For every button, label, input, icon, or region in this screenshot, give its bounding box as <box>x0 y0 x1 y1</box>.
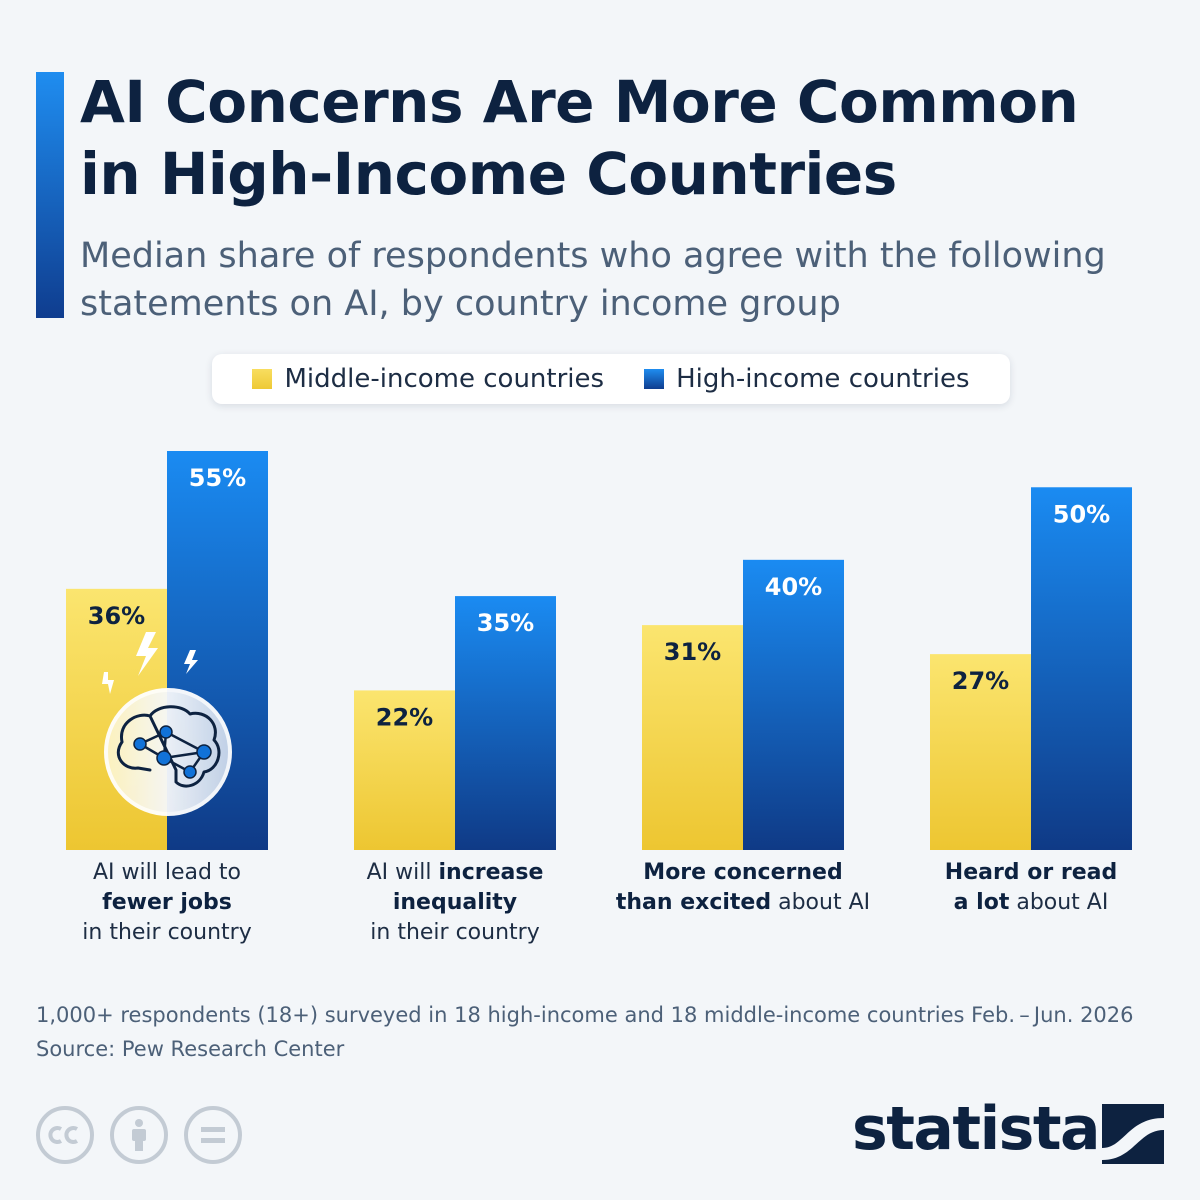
category-label-2: AI will increase inequality in their count… <box>325 858 585 948</box>
category-label-1-line-3: in their country <box>82 920 252 945</box>
value-label-high-income-3: 40% <box>765 573 822 601</box>
category-label-3: More concerned than excited about AI <box>613 858 873 918</box>
category-label-1: AI will lead to fewer jobs in their countr… <box>37 858 297 948</box>
bar-high-income-4 <box>1031 487 1132 850</box>
category-label-2-line-1: AI will increase <box>366 860 544 885</box>
no-derivatives-icon[interactable] <box>184 1106 242 1164</box>
legend-label-middle-income: Middle-income countries <box>284 364 605 394</box>
statista-logo-text[interactable]: statista <box>852 1094 1101 1164</box>
category-label-3-line-2: than excited about AI <box>615 890 871 915</box>
value-label-high-income-4: 50% <box>1053 500 1110 528</box>
survey-note: 1,000+ respondents (18+) surveyed in 18 … <box>36 1003 1134 1027</box>
source-note: Source: Pew Research Center <box>36 1037 345 1061</box>
legend-item-high-income: High-income countries <box>644 364 970 394</box>
bar-middle-income-4 <box>930 654 1031 850</box>
legend-swatch-middle-income <box>252 369 273 389</box>
bar-high-income-3 <box>743 559 844 850</box>
chart-legend: Middle-income countries High-income coun… <box>212 354 1010 404</box>
spark-icon <box>102 632 198 694</box>
value-label-middle-income-2: 22% <box>376 703 433 731</box>
value-label-high-income-1: 55% <box>189 464 246 492</box>
chart-title-line-2: in High-Income Countries <box>80 140 897 208</box>
value-label-middle-income-4: 27% <box>952 667 1009 695</box>
chart-footnote: 1,000+ respondents (18+) surveyed in 18 … <box>36 998 1176 1066</box>
bar-high-income-2 <box>455 596 556 850</box>
title-accent-bar <box>36 72 64 318</box>
chart-bars <box>66 451 1132 850</box>
value-label-middle-income-3: 31% <box>664 638 721 666</box>
category-label-2-line-2: inequality <box>392 890 518 915</box>
chart-title: AI Concerns Are More Common in High-Inco… <box>80 66 1180 210</box>
legend-label-high-income: High-income countries <box>676 364 970 394</box>
creative-commons-icon[interactable] <box>36 1106 94 1164</box>
chart-subtitle-line-1: Median share of respondents who agree wi… <box>80 236 1106 276</box>
license-icons <box>36 1106 242 1164</box>
statista-logo-icon[interactable] <box>1102 1104 1164 1164</box>
category-label-4: Heard or read a lot about AI <box>901 858 1161 918</box>
bar-middle-income-3 <box>642 625 743 850</box>
chart-subtitle-line-2: statements on AI, by country income grou… <box>80 284 841 324</box>
ai-brain-icon <box>104 688 232 816</box>
legend-item-middle-income: Middle-income countries <box>252 364 604 394</box>
attribution-icon[interactable] <box>110 1106 168 1164</box>
bar-middle-income-2 <box>354 690 455 850</box>
category-label-4-line-1: Heard or read <box>944 860 1118 885</box>
chart-value-labels: 36% 55% 22% 35% 31% 40% 27% 50% <box>88 464 1110 731</box>
category-label-2-line-3: in their country <box>370 920 540 945</box>
category-label-1-line-1: AI will lead to <box>92 860 242 885</box>
chart-subtitle: Median share of respondents who agree wi… <box>80 232 1180 328</box>
category-label-1-line-2: fewer jobs <box>102 890 232 915</box>
category-label-4-line-2: a lot about AI <box>953 890 1109 915</box>
category-label-3-line-1: More concerned <box>643 860 843 885</box>
chart-title-line-1: AI Concerns Are More Common <box>80 68 1079 136</box>
legend-swatch-high-income <box>644 369 665 389</box>
value-label-middle-income-1: 36% <box>88 602 145 630</box>
value-label-high-income-2: 35% <box>477 609 534 637</box>
